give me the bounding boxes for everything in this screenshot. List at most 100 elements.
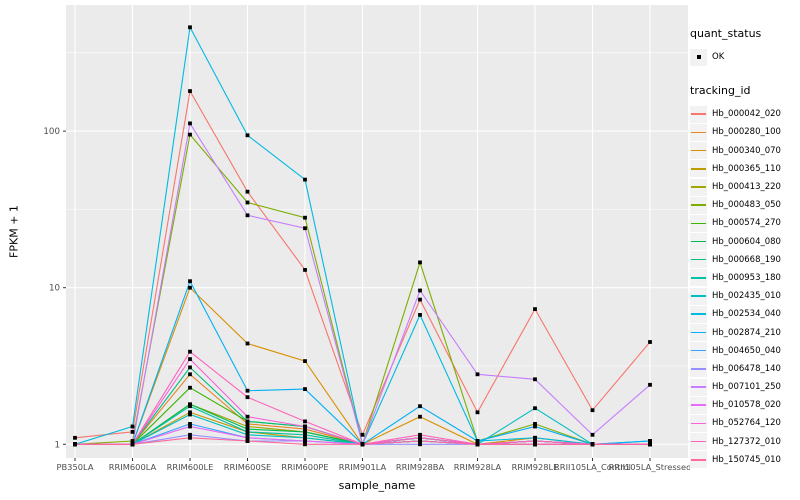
legend-item-label: Hb_006478_140 xyxy=(712,363,781,374)
x-tick-label: RRIM901LA xyxy=(339,462,387,472)
series-color-swatch-icon xyxy=(690,287,707,305)
legend-item-Hb_000574_270: Hb_000574_270 xyxy=(690,214,800,232)
data-point xyxy=(418,288,422,293)
data-point xyxy=(418,435,422,440)
data-point xyxy=(188,424,192,429)
data-point xyxy=(533,435,537,440)
ok-square-marker-icon xyxy=(690,48,707,66)
data-point xyxy=(648,439,652,443)
data-point xyxy=(303,387,307,391)
data-point xyxy=(590,408,595,413)
x-tick-label: RRII105LA_Control xyxy=(554,462,631,472)
series-color-swatch-icon xyxy=(690,360,707,378)
data-point xyxy=(245,419,250,424)
legend-item-Hb_000365_110: Hb_000365_110 xyxy=(690,160,800,178)
data-point xyxy=(188,372,192,377)
legend-item-Hb_000483_050: Hb_000483_050 xyxy=(690,196,800,214)
data-point xyxy=(418,404,422,409)
data-point xyxy=(475,372,480,377)
data-point xyxy=(303,215,307,220)
data-point xyxy=(418,313,422,317)
data-point xyxy=(533,406,537,411)
legend-item-label: Hb_052764_120 xyxy=(712,418,781,429)
legend-item-label: Hb_002534_040 xyxy=(712,309,781,320)
legend-item-Hb_002534_040: Hb_002534_040 xyxy=(690,305,800,323)
legend-item-label: Hb_000280_100 xyxy=(712,127,781,138)
data-point xyxy=(188,422,192,426)
data-point xyxy=(303,268,307,272)
legend-item-label: Hb_000042_020 xyxy=(712,109,781,120)
series-color-swatch-icon xyxy=(690,342,707,360)
legend-item-Hb_000280_100: Hb_000280_100 xyxy=(690,123,800,141)
data-point xyxy=(130,439,135,443)
legend-item-label: OK xyxy=(712,52,725,63)
data-point xyxy=(590,432,595,437)
y-axis: 1 10 100 xyxy=(43,127,66,450)
data-point xyxy=(73,442,77,447)
data-point xyxy=(188,357,192,361)
legend-item-Hb_052764_120: Hb_052764_120 xyxy=(690,414,800,432)
data-point xyxy=(533,422,537,426)
data-point xyxy=(188,285,192,290)
legend-item-Hb_000604_080: Hb_000604_080 xyxy=(690,233,800,251)
x-tick-label: RRIM928BA xyxy=(396,462,445,472)
legend-item-Hb_002435_010: Hb_002435_010 xyxy=(690,287,800,305)
data-point xyxy=(303,226,307,231)
data-point xyxy=(533,442,537,447)
data-point xyxy=(245,200,250,205)
data-point xyxy=(648,340,652,344)
data-point xyxy=(188,89,192,93)
legend-item-Hb_000340_070: Hb_000340_070 xyxy=(690,142,800,160)
data-point xyxy=(188,385,192,390)
data-point xyxy=(303,439,307,443)
data-point xyxy=(188,432,192,437)
legend-item-label: Hb_002435_010 xyxy=(712,291,781,302)
legend-item-Hb_010578_020: Hb_010578_020 xyxy=(690,396,800,414)
panel-background xyxy=(66,5,688,458)
data-point xyxy=(73,435,77,440)
x-tick-label: RRIM928LE xyxy=(512,462,559,472)
data-point xyxy=(648,442,652,447)
series-color-swatch-icon xyxy=(690,251,707,269)
series-color-swatch-icon xyxy=(690,214,707,232)
data-point xyxy=(245,435,250,440)
series-color-swatch-icon xyxy=(690,305,707,323)
data-point xyxy=(188,412,192,417)
data-point xyxy=(188,279,192,284)
data-point xyxy=(245,427,250,431)
data-point xyxy=(188,349,192,354)
series-color-swatch-icon xyxy=(690,414,707,432)
data-point xyxy=(245,422,250,426)
legend-item-label: Hb_000604_080 xyxy=(712,236,781,247)
data-point xyxy=(245,189,250,194)
data-point xyxy=(188,25,192,30)
data-point xyxy=(188,132,192,137)
series-color-swatch-icon xyxy=(690,178,707,196)
data-point xyxy=(418,414,422,419)
data-point xyxy=(360,442,365,447)
data-point xyxy=(418,432,422,437)
series-color-swatch-icon xyxy=(690,324,707,342)
data-point xyxy=(475,439,480,443)
legend-item-Hb_000413_220: Hb_000413_220 xyxy=(690,178,800,196)
legend-item-label: Hb_000413_220 xyxy=(712,182,781,193)
legend-item-label: Hb_000574_270 xyxy=(712,218,781,229)
data-point xyxy=(245,414,250,419)
x-axis: PB350LA RRIM600LA RRIM600LE RRIM600SE RRIM60… xyxy=(56,458,691,472)
data-point xyxy=(245,430,250,434)
legend-item-Hb_006478_140: Hb_006478_140 xyxy=(690,360,800,378)
series-color-swatch-icon xyxy=(690,378,707,396)
legend-item-label: Hb_004650_040 xyxy=(712,345,781,356)
data-point xyxy=(533,424,537,429)
data-point xyxy=(130,442,135,447)
x-tick-label: PB350LA xyxy=(56,462,93,472)
series-color-swatch-icon xyxy=(690,142,707,160)
legend-title-tracking-id: tracking_id xyxy=(690,84,751,98)
legend-item-label: Hb_000483_050 xyxy=(712,200,781,211)
x-tick-label: RRIM928LA xyxy=(454,462,502,472)
data-point xyxy=(188,435,192,440)
series-color-swatch-icon xyxy=(690,123,707,141)
data-point xyxy=(188,404,192,409)
legend-item-ok: OK xyxy=(690,48,800,66)
